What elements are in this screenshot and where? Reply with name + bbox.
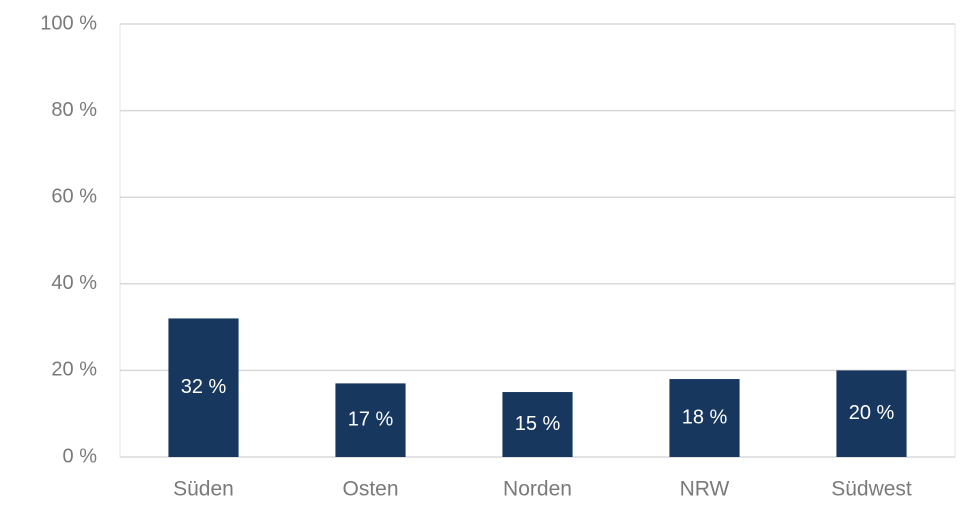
bar	[502, 392, 573, 457]
value-label: 18 %	[682, 406, 728, 428]
bar	[335, 383, 406, 457]
y-tick-label: 40 %	[51, 272, 97, 294]
y-tick-label: 60 %	[51, 185, 97, 207]
bar	[168, 318, 239, 457]
bar	[669, 379, 740, 457]
value-label: 32 %	[181, 376, 227, 398]
x-tick-label: Süden	[173, 478, 234, 501]
value-label: 17 %	[348, 408, 394, 430]
x-tick-label: Osten	[342, 478, 398, 501]
y-tick-label: 0 %	[63, 445, 98, 467]
value-label: 15 %	[515, 413, 561, 435]
bar	[836, 370, 907, 457]
y-tick-label: 80 %	[51, 99, 97, 121]
y-tick-label: 100 %	[40, 12, 97, 34]
value-label: 20 %	[849, 402, 895, 424]
x-tick-label: Norden	[503, 478, 572, 501]
x-tick-label: Südwest	[831, 478, 912, 501]
y-tick-label: 20 %	[51, 359, 97, 381]
x-tick-label: NRW	[680, 478, 730, 501]
